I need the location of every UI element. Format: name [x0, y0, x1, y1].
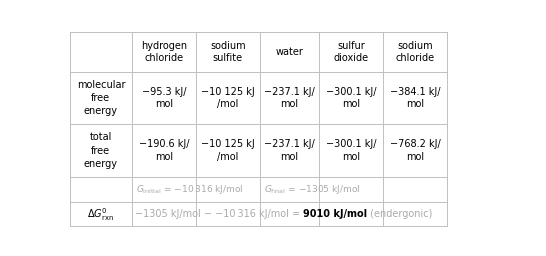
Text: $G_\mathrm{final}$ = −1305 kJ/mol: $G_\mathrm{final}$ = −1305 kJ/mol	[264, 183, 360, 196]
Text: −384.1 kJ/
mol: −384.1 kJ/ mol	[390, 87, 440, 109]
Text: −768.2 kJ/
mol: −768.2 kJ/ mol	[390, 140, 441, 162]
Text: molecular
free
energy: molecular free energy	[76, 80, 125, 116]
Text: −237.1 kJ/
mol: −237.1 kJ/ mol	[264, 140, 315, 162]
Text: −300.1 kJ/
mol: −300.1 kJ/ mol	[326, 140, 377, 162]
Text: water: water	[276, 47, 304, 57]
Text: $\Delta G^0_\mathrm{rxn}$: $\Delta G^0_\mathrm{rxn}$	[87, 206, 114, 222]
Text: (endergonic): (endergonic)	[367, 209, 433, 219]
Text: −10 125 kJ
/mol: −10 125 kJ /mol	[201, 87, 254, 109]
Text: −10 125 kJ
/mol: −10 125 kJ /mol	[201, 140, 254, 162]
Text: sodium
chloride: sodium chloride	[395, 41, 435, 63]
Text: −1305 kJ/mol − −10 316 kJ/mol =: −1305 kJ/mol − −10 316 kJ/mol =	[135, 209, 304, 219]
Text: −95.3 kJ/
mol: −95.3 kJ/ mol	[141, 87, 186, 109]
Text: hydrogen
chloride: hydrogen chloride	[141, 41, 187, 63]
Text: −190.6 kJ/
mol: −190.6 kJ/ mol	[139, 140, 189, 162]
Text: $G_\mathrm{initial}$ = −10 316 kJ/mol: $G_\mathrm{initial}$ = −10 316 kJ/mol	[136, 183, 244, 196]
Text: −300.1 kJ/
mol: −300.1 kJ/ mol	[326, 87, 377, 109]
Text: sulfur
dioxide: sulfur dioxide	[334, 41, 369, 63]
Text: sodium
sulfite: sodium sulfite	[210, 41, 246, 63]
Text: 9010 kJ/mol: 9010 kJ/mol	[304, 209, 367, 219]
Text: −237.1 kJ/
mol: −237.1 kJ/ mol	[264, 87, 315, 109]
Text: total
free
energy: total free energy	[84, 132, 118, 169]
